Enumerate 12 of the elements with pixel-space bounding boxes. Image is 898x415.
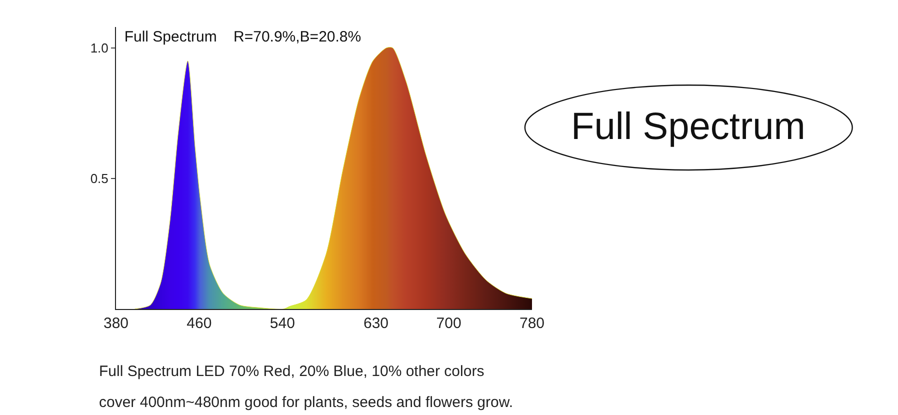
text: Full Spectrum [571, 106, 806, 148]
x-tick-label: 380 [103, 315, 129, 332]
x-tick-label: 630 [363, 315, 389, 332]
y-tick-label: 0.5 [90, 170, 108, 186]
text: cover 400nm~480nm good for plants, seeds and flowers grow. [99, 394, 513, 411]
y-tick-label: 1.0 [90, 40, 108, 56]
x-tick-label: 700 [436, 315, 462, 332]
x-tick-label: 780 [519, 315, 545, 332]
chart-title: Full Spectrum R=70.9%,B=20.8% [124, 28, 362, 46]
x-tick-label: 460 [186, 315, 212, 332]
text: Full Spectrum LED 70% Red, 20% Blue, 10% other colors [99, 363, 484, 380]
x-tick-label: 540 [270, 315, 295, 332]
